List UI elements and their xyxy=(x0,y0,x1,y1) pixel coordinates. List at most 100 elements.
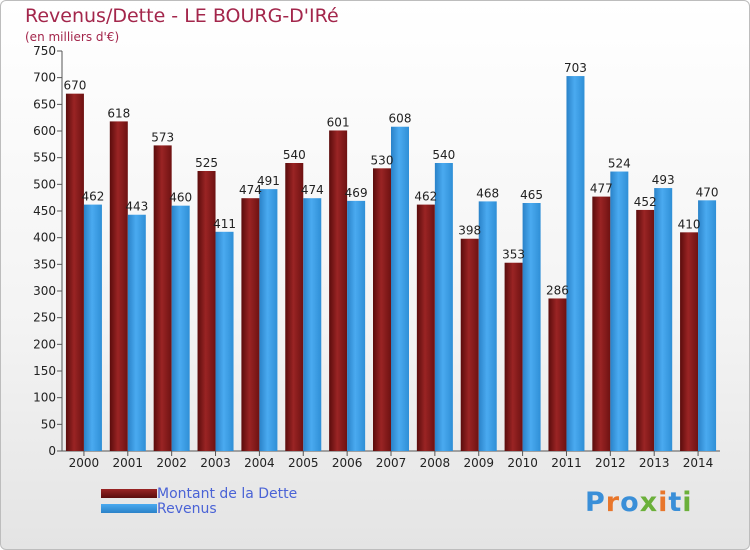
bar-dette xyxy=(504,262,523,451)
bar-dette xyxy=(329,130,348,451)
data-label: 398 xyxy=(458,224,481,238)
logo-letter: x xyxy=(639,487,659,518)
y-tick-label: 300 xyxy=(33,284,56,298)
bar-revenus xyxy=(215,231,234,451)
data-label: 618 xyxy=(107,106,130,120)
logo-letter: t xyxy=(668,487,683,518)
x-tick-label: 2008 xyxy=(420,456,451,470)
y-tick-label: 50 xyxy=(41,417,56,431)
data-label: 540 xyxy=(432,148,455,162)
bar-revenus xyxy=(522,203,541,451)
x-tick-label: 2001 xyxy=(113,456,144,470)
x-tick-label: 2003 xyxy=(200,456,231,470)
y-tick-label: 0 xyxy=(48,444,56,458)
logo-letter: o xyxy=(620,487,640,518)
data-label: 474 xyxy=(301,183,324,197)
x-tick-label: 2006 xyxy=(332,456,363,470)
bar-dette xyxy=(241,198,260,451)
x-tick-label: 2010 xyxy=(507,456,538,470)
x-tick-label: 2011 xyxy=(551,456,582,470)
y-tick-label: 500 xyxy=(33,177,56,191)
y-tick-label: 550 xyxy=(33,151,56,165)
x-tick-label: 2009 xyxy=(463,456,494,470)
y-tick-label: 400 xyxy=(33,231,56,245)
y-tick-label: 350 xyxy=(33,257,56,271)
x-tick-label: 2004 xyxy=(244,456,275,470)
data-label: 524 xyxy=(608,157,631,171)
bar-revenus xyxy=(171,205,190,451)
data-label: 452 xyxy=(634,195,657,209)
data-label: 477 xyxy=(590,182,613,196)
bar-dette xyxy=(680,232,699,451)
data-label: 411 xyxy=(213,217,236,231)
data-label: 703 xyxy=(564,61,587,75)
bar-revenus xyxy=(391,126,409,451)
logo-letter: i xyxy=(682,487,693,518)
bar-revenus xyxy=(478,201,497,451)
data-label: 540 xyxy=(283,148,306,162)
data-label: 493 xyxy=(652,173,675,187)
bar-revenus xyxy=(654,188,673,452)
chart-subtitle: (en milliers d'€) xyxy=(25,30,120,44)
legend-swatch-revenus xyxy=(101,504,157,513)
x-tick-label: 2007 xyxy=(376,456,407,470)
bar-dette xyxy=(109,121,128,452)
bar-revenus xyxy=(303,198,322,451)
x-tick-label: 2012 xyxy=(595,456,626,470)
bar-dette xyxy=(197,171,216,451)
data-label: 601 xyxy=(327,115,350,129)
x-tick-label: 2005 xyxy=(288,456,319,470)
value-labels: 6704626184435734605254114744915404746014… xyxy=(63,61,718,297)
data-label: 353 xyxy=(502,248,525,262)
data-label: 410 xyxy=(678,217,701,231)
y-tick-label: 750 xyxy=(33,44,56,58)
logo-letter: i xyxy=(658,487,669,518)
bar-revenus xyxy=(347,200,366,451)
data-label: 530 xyxy=(371,153,394,167)
data-label: 525 xyxy=(195,156,218,170)
x-tick-label: 2002 xyxy=(156,456,187,470)
y-tick-label: 100 xyxy=(33,391,56,405)
bar-revenus xyxy=(566,76,585,452)
data-label: 286 xyxy=(546,283,569,297)
data-label: 462 xyxy=(81,190,104,204)
bars xyxy=(65,76,717,452)
data-label: 468 xyxy=(476,186,499,200)
bar-revenus xyxy=(127,214,146,451)
y-tick-label: 600 xyxy=(33,124,56,138)
bar-revenus xyxy=(610,171,629,452)
bar-dette xyxy=(416,204,435,451)
bar-dette xyxy=(460,238,479,451)
bar-dette xyxy=(285,163,304,451)
data-label: 443 xyxy=(125,200,148,214)
data-label: 460 xyxy=(169,191,192,205)
legend-label-dette: Montant de la Dette xyxy=(157,485,298,502)
y-tick-label: 200 xyxy=(33,337,56,351)
data-label: 469 xyxy=(345,186,368,200)
bar-dette xyxy=(373,168,391,452)
proxiti-logo: Proxiti xyxy=(585,487,693,518)
chart-title: Revenus/Dette - LE BOURG-D'IRé xyxy=(25,5,339,27)
bar-dette xyxy=(153,145,172,451)
bar-dette xyxy=(636,209,655,451)
y-tick-label: 450 xyxy=(33,204,56,218)
data-label: 474 xyxy=(239,183,262,197)
x-tick-label: 2013 xyxy=(639,456,670,470)
bar-revenus xyxy=(83,204,102,451)
bar-dette xyxy=(548,298,567,451)
bar-revenus xyxy=(698,200,717,451)
bar-dette xyxy=(65,93,84,452)
data-label: 608 xyxy=(389,112,412,126)
data-label: 573 xyxy=(151,130,174,144)
bar-revenus xyxy=(434,163,453,451)
legend-item-dette: Montant de la Dette xyxy=(101,485,298,502)
logo-letter: r xyxy=(605,487,621,518)
data-label: 465 xyxy=(520,188,543,202)
y-tick-label: 700 xyxy=(33,71,56,85)
legend-label-revenus: Revenus xyxy=(157,500,217,517)
data-label: 470 xyxy=(696,185,719,199)
legend-swatch-dette xyxy=(101,489,157,498)
y-tick-label: 650 xyxy=(33,97,56,111)
